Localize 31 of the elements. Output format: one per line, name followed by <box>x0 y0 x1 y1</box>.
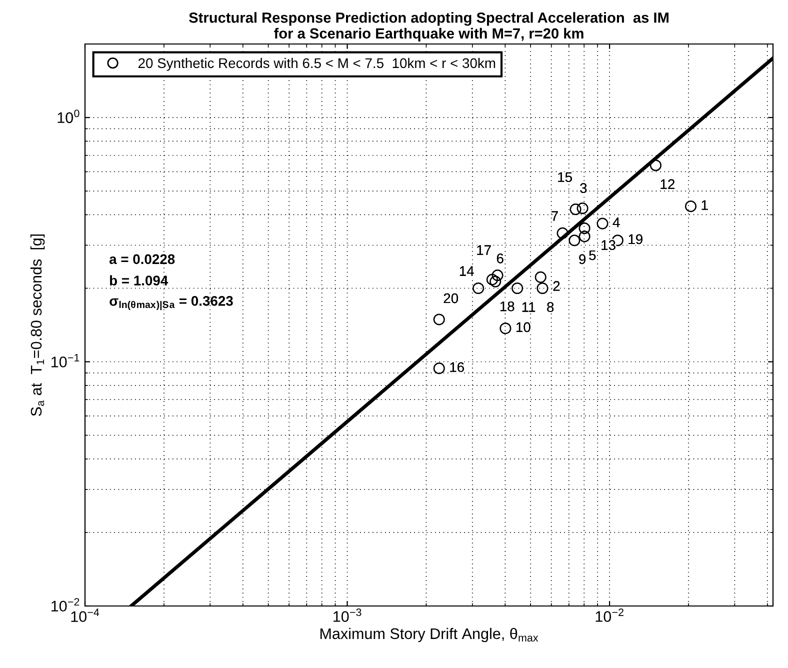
x-axis-title: Maximum Story Drift Angle, θ$_{max}$ <box>320 628 538 642</box>
annotation: σ$_{ln(θmax)|Sa}$ = 0.3623 <box>110 296 233 310</box>
annotation: 15 <box>558 172 572 182</box>
legend-label: 20 Synthetic Records with 6.5 < M < 7.5 10km < r < 30km <box>138 58 496 71</box>
annotation: 17 <box>477 245 491 255</box>
annotation: 8 <box>547 302 554 312</box>
annotation: 12 <box>660 179 674 189</box>
annotation: 3 <box>580 183 587 194</box>
annotation: 18 <box>500 301 514 312</box>
x-tick-label: 10$^{−2}$ <box>596 608 624 622</box>
annotation: 14 <box>460 266 474 276</box>
annotation: 13 <box>602 240 616 250</box>
annotation: 16 <box>450 362 464 372</box>
annotation: a = 0.0228 <box>109 254 175 264</box>
annotation: 9 <box>579 254 586 264</box>
annotation: 11 <box>522 302 536 312</box>
annotation: 19 <box>628 234 642 244</box>
annotation: 7 <box>552 211 558 221</box>
chart-title: Structural Response Prediction adopting Spectral Acceleration as IM for a Scenario Earthquake with M=7, r=20 km <box>189 12 668 42</box>
annotation: 10 <box>516 322 530 332</box>
x-tick-label: 10$^{−3}$ <box>334 608 362 622</box>
annotation: b = 1.094 <box>110 275 168 286</box>
annotation: 6 <box>496 253 504 264</box>
y-axis-title: S$_{a}$ at T$_{1}$=0.80 seconds [g] <box>30 234 45 416</box>
annotation: 2 <box>553 281 560 291</box>
annotation: 20 <box>444 293 458 304</box>
annotation: 5 <box>589 250 596 260</box>
y-tick-label: 10$^{−1}$ <box>52 354 80 368</box>
annotation: 1 <box>702 200 708 210</box>
annotation: 4 <box>612 218 620 228</box>
y-tick-label: 10$^{0}$ <box>58 110 80 124</box>
